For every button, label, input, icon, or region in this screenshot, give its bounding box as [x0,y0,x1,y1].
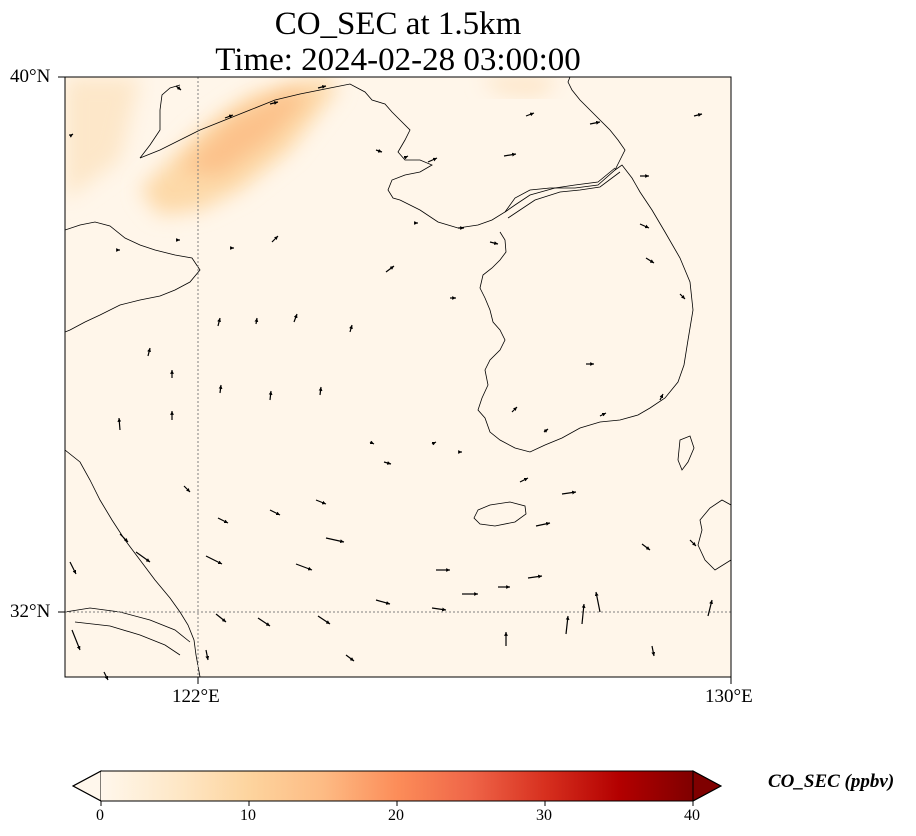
wind-arrow [269,509,281,516]
coastlines [65,77,731,677]
china-south-coast [65,449,201,677]
wind-arrow [71,629,81,651]
colorbar-tick-30: 30 [536,807,552,824]
wind-arrow [103,671,109,681]
wind-arrow [519,477,529,483]
colorbar-gradient [101,771,693,801]
wind-arrow [599,412,607,417]
plot-title-line1: CO_SEC at 1.5km [274,6,522,42]
lon-label-130e: 130°E [705,686,753,707]
wind-arrow [511,406,518,413]
wind-vectors [68,85,713,681]
wind-arrow [345,654,355,662]
wind-arrow [689,539,697,547]
wind-arrow [369,440,375,445]
wind-arrow [693,113,703,117]
wind-arrow [68,133,74,138]
wind-arrow [639,223,650,229]
wind-arrow [293,313,298,323]
wind-arrow [565,615,570,635]
wind-arrow [375,148,383,153]
wind-arrow [218,384,223,394]
wind-arrow [581,603,586,625]
wind-arrow [659,393,664,401]
plot-title-line2: Time: 2024-02-28 03:00:00 [215,42,581,78]
wind-arrow [403,155,409,160]
wind-arrow [679,293,686,300]
wind-arrow [135,551,151,563]
lat-label-32n: 32°N [10,601,51,622]
wind-arrow [641,543,651,551]
wind-arrow [69,561,77,575]
wind-arrow [215,613,227,623]
wind-arrow [271,235,279,243]
wind-arrow [175,85,182,91]
gridlines [65,77,731,677]
wind-arrow [375,599,391,605]
liaodong-bay [139,84,181,159]
wind-arrow [431,441,437,446]
colorbar-tick-40: 40 [684,807,700,824]
japan-kyushu [697,499,731,571]
wind-arrow [561,490,577,495]
wind-arrow [645,257,655,264]
yangtze-estuary [65,607,191,656]
china-east-coast [65,221,201,333]
wind-arrow [589,120,601,125]
wind-arrow [318,386,323,396]
wind-arrow [217,517,229,524]
wind-arrow [383,461,392,465]
wind-arrow [427,157,438,163]
map-frame [64,76,732,678]
wind-arrow [119,533,129,543]
wind-arrow [205,649,210,661]
lat-label-40n: 40°N [10,66,51,87]
wind-arrow [527,574,543,579]
colorbar-title: CO_SEC (ppbv) [768,771,895,792]
wind-arrow [315,499,327,505]
concentration-field [65,77,731,677]
wind-arrow [325,537,345,544]
dmz-line-2 [507,171,621,219]
ulleung-tsushima [677,435,695,471]
wind-arrow [651,645,656,657]
wind-arrow [489,241,499,245]
korea-east-coast [567,77,626,171]
wind-arrow [217,317,221,327]
wind-arrow [543,428,549,433]
lon-label-122e: 122°E [172,686,220,707]
wind-arrow [431,607,447,612]
colorbar-tick-10: 10 [240,807,256,824]
wind-arrow [349,324,353,333]
jeju-island [473,501,527,527]
wind-arrow [205,555,223,565]
wind-arrow [317,85,327,89]
colorbar-extend-max [692,770,723,802]
colorbar-tick-20: 20 [388,807,404,824]
wind-arrow [525,112,535,117]
wind-arrow [117,417,122,431]
wind-arrow [317,615,331,625]
wind-arrow [503,152,517,157]
wind-arrow [385,265,395,273]
colorbar-extend-min [71,770,102,802]
wind-arrow [254,317,259,325]
china-north-coast [139,83,433,201]
wind-arrow [224,114,234,119]
wind-arrow [257,617,271,627]
wind-arrow [268,390,273,401]
wind-arrow [147,347,151,357]
wind-arrow [707,599,713,617]
wind-arrow [183,485,191,493]
colorbar [71,770,723,806]
dmz-line [504,167,616,213]
wind-arrow [535,521,551,527]
korea-west-coast [399,164,694,453]
wind-arrow [295,563,313,571]
wind-arrow [269,101,279,105]
wind-arrow [594,591,601,613]
colorbar-tick-0: 0 [96,807,104,824]
